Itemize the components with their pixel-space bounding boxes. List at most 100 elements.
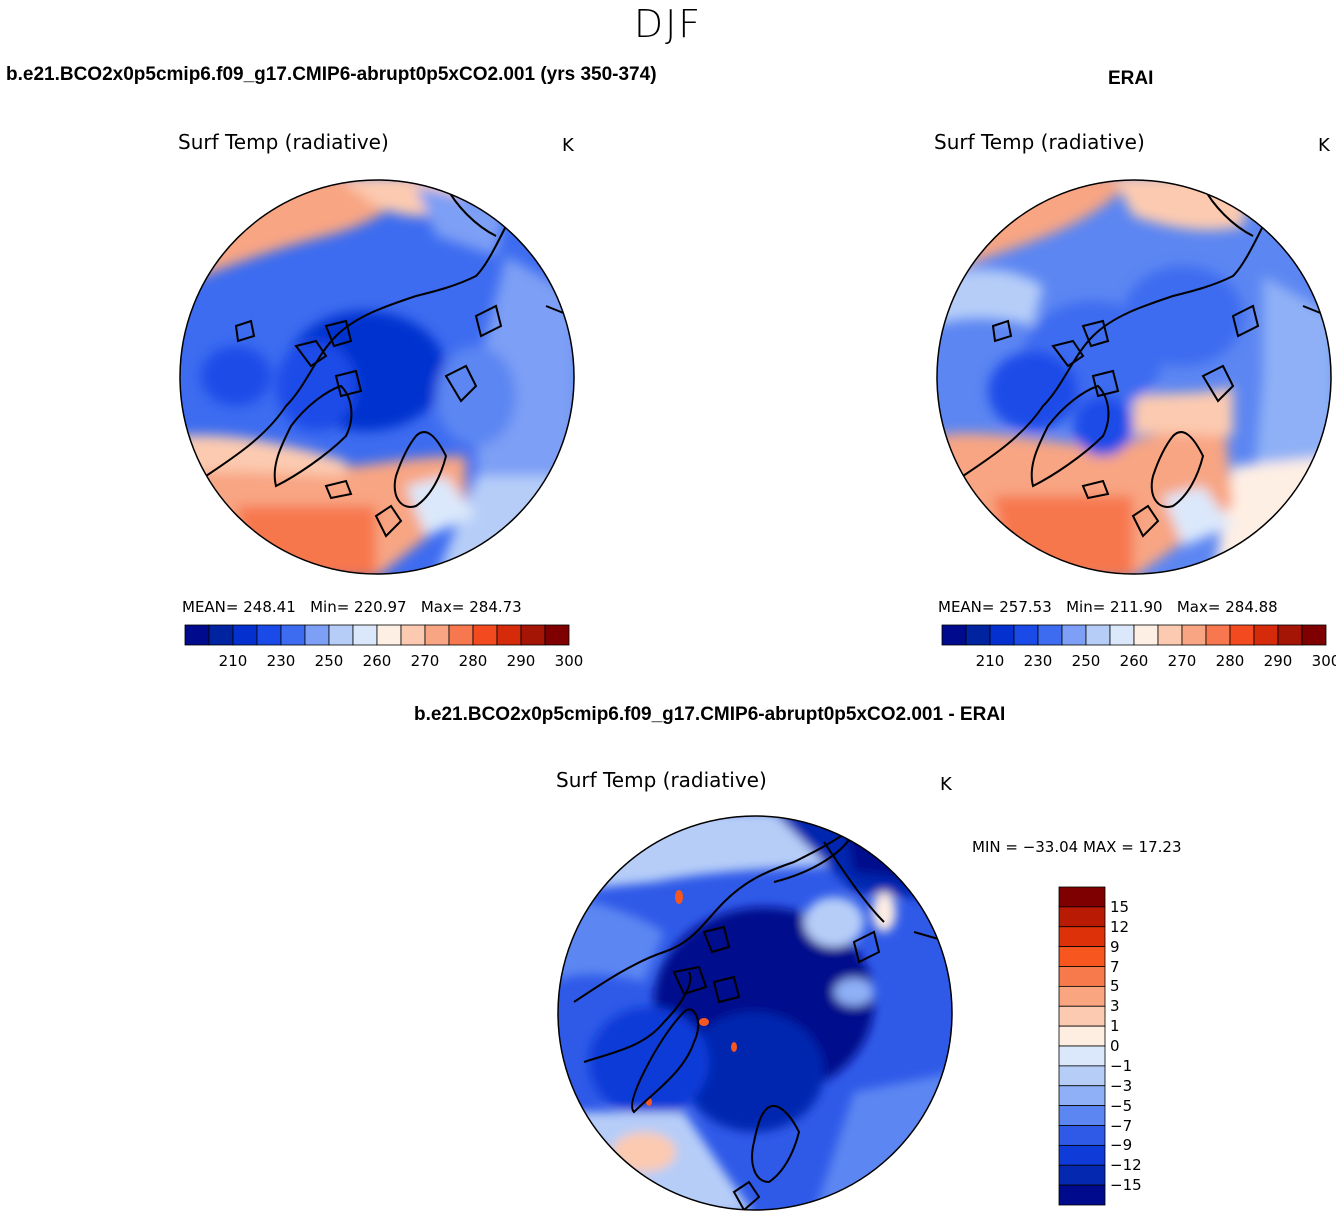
obs-colorbar-ticks: 210 230 250 260 270 280 290 300	[941, 652, 1336, 672]
diff-colorbar-box	[1058, 1144, 1106, 1166]
model-case-title: b.e21.BCO2x0p5cmip6.f09_g17.CMIP6-abrupt…	[6, 64, 657, 85]
diff-colorbar-tick-label: −9	[1110, 1136, 1133, 1155]
model-colorbar-box	[424, 624, 450, 646]
diff-colorbar-tick-label: −1	[1110, 1056, 1133, 1075]
model-colorbar-tick-label: 270	[410, 652, 440, 670]
diff-case-title: b.e21.BCO2x0p5cmip6.f09_g17.CMIP6-abrupt…	[414, 704, 1006, 725]
diff-colorbar-box	[1058, 966, 1106, 987]
obs-units: K	[1318, 135, 1330, 156]
obs-max-value: 284.88	[1225, 598, 1278, 616]
diff-colorbar-tick-label: 5	[1110, 977, 1120, 996]
obs-colorbar-box	[1181, 624, 1207, 646]
diff-colorbar-box	[1058, 1065, 1106, 1087]
obs-colorbar-box	[1133, 624, 1159, 646]
model-colorbar-box	[256, 624, 282, 646]
diff-colorbar-tick-label: −3	[1110, 1076, 1133, 1095]
model-colorbar-tick-label: 230	[266, 652, 296, 670]
model-colorbar-box	[304, 624, 330, 646]
model-plot-title: Surf Temp (radiative)	[178, 130, 389, 154]
obs-colorbar-tick-label: 280	[1215, 652, 1245, 670]
diff-colorbar	[1058, 886, 1106, 1206]
diff-colorbar-tick-label: 12	[1110, 917, 1130, 936]
obs-colorbar-box	[1013, 624, 1039, 646]
obs-colorbar-box	[1253, 624, 1279, 646]
obs-colorbar-tick-label: 300	[1311, 652, 1336, 670]
diff-colorbar-tick-label: 7	[1110, 957, 1120, 976]
model-colorbar-tick-label: 300	[554, 652, 584, 670]
model-colorbar-box	[496, 624, 522, 646]
model-colorbar-tick-label: 280	[458, 652, 488, 670]
model-polar-map	[179, 179, 575, 575]
diff-colorbar-box	[1058, 886, 1106, 908]
model-colorbar-box	[328, 624, 354, 646]
diff-colorbar-tick-label: −7	[1110, 1116, 1133, 1135]
obs-colorbar-tick-label: 210	[975, 652, 1005, 670]
model-mean-value: 248.41	[243, 598, 296, 616]
model-colorbar-box	[448, 624, 474, 646]
diff-colorbar-box	[1058, 906, 1106, 928]
obs-colorbar	[941, 624, 1327, 646]
model-colorbar-box	[184, 624, 210, 646]
model-min-value: 220.97	[354, 598, 407, 616]
model-stats: MEAN= 248.41 Min= 220.97 Max= 284.73	[182, 598, 522, 616]
diff-plot-title: Surf Temp (radiative)	[556, 768, 767, 792]
model-colorbar-tick-label: 250	[314, 652, 344, 670]
diff-colorbar-tick-label: 0	[1110, 1037, 1120, 1055]
model-colorbar	[184, 624, 570, 646]
obs-colorbar-box	[1037, 624, 1063, 646]
season-title: DJF	[633, 2, 703, 46]
diff-colorbar-box	[1058, 946, 1106, 967]
diff-colorbar-tick-label: −12	[1110, 1156, 1142, 1175]
obs-plot-title: Surf Temp (radiative)	[934, 130, 1145, 154]
obs-stats: MEAN= 257.53 Min= 211.90 Max= 284.88	[938, 598, 1278, 616]
obs-colorbar-box	[1301, 624, 1327, 646]
model-colorbar-box	[472, 624, 498, 646]
obs-colorbar-tick-label: 260	[1119, 652, 1149, 670]
obs-colorbar-tick-label: 270	[1167, 652, 1197, 670]
obs-colorbar-box	[965, 624, 991, 646]
diff-colorbar-box	[1058, 1184, 1106, 1206]
model-colorbar-tick-label: 210	[218, 652, 248, 670]
obs-colorbar-tick-label: 250	[1071, 652, 1101, 670]
obs-colorbar-tick-label: 290	[1263, 652, 1293, 670]
obs-colorbar-box	[1109, 624, 1135, 646]
obs-polar-map	[936, 179, 1332, 575]
diff-colorbar-box	[1058, 1164, 1106, 1186]
model-colorbar-box	[520, 624, 546, 646]
diff-colorbar-ticks: 15 12 9 7 5 3 1 0 −1 −3 −5 −7 −9 −12 −15	[1110, 886, 1170, 1206]
model-colorbar-tick-label: 260	[362, 652, 392, 670]
obs-colorbar-box	[1229, 624, 1255, 646]
obs-colorbar-tick-label: 230	[1023, 652, 1053, 670]
diff-colorbar-box	[1058, 985, 1106, 1007]
diff-colorbar-box	[1058, 1105, 1106, 1126]
diff-colorbar-tick-label: −5	[1110, 1096, 1133, 1115]
diff-colorbar-tick-label: 3	[1110, 997, 1120, 1016]
model-colorbar-tick-label: 290	[506, 652, 536, 670]
diff-colorbar-tick-label: 1	[1110, 1017, 1120, 1036]
diff-units: K	[940, 774, 952, 795]
diff-colorbar-tick-label: 9	[1110, 937, 1120, 956]
model-colorbar-box	[400, 624, 426, 646]
model-units: K	[562, 135, 574, 156]
obs-case-title: ERAI	[1108, 68, 1154, 89]
model-max-value: 284.73	[469, 598, 522, 616]
diff-colorbar-tick-label: 15	[1110, 897, 1130, 916]
obs-colorbar-box	[1157, 624, 1183, 646]
diff-colorbar-box	[1058, 1025, 1106, 1047]
diff-colorbar-box	[1058, 1085, 1106, 1107]
diff-polar-map	[557, 815, 953, 1211]
model-colorbar-box	[352, 624, 378, 646]
diff-colorbar-box	[1058, 1045, 1106, 1067]
diff-colorbar-tick-label: −15	[1110, 1176, 1142, 1195]
diff-minmax: MIN = −33.04 MAX = 17.23	[972, 838, 1182, 856]
obs-mean-value: 257.53	[999, 598, 1052, 616]
obs-colorbar-box	[1277, 624, 1303, 646]
obs-colorbar-box	[941, 624, 967, 646]
model-colorbar-box	[376, 624, 402, 646]
obs-colorbar-box	[989, 624, 1015, 646]
model-colorbar-box	[208, 624, 234, 646]
diff-colorbar-box	[1058, 1005, 1106, 1027]
model-colorbar-ticks: 210 230 250 260 270 280 290 300	[184, 652, 584, 672]
obs-colorbar-box	[1061, 624, 1087, 646]
model-colorbar-box	[280, 624, 306, 646]
